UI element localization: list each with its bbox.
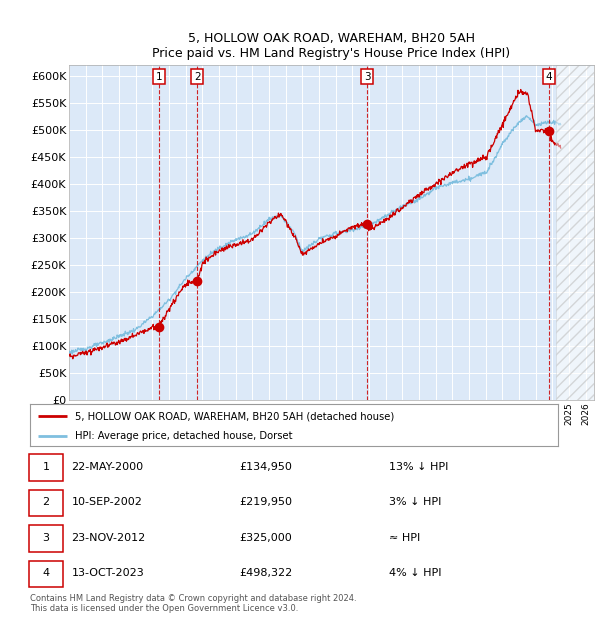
Text: 13% ↓ HPI: 13% ↓ HPI <box>389 462 448 472</box>
Text: Contains HM Land Registry data © Crown copyright and database right 2024.
This d: Contains HM Land Registry data © Crown c… <box>30 594 356 613</box>
Text: £325,000: £325,000 <box>240 533 293 542</box>
Text: ≈ HPI: ≈ HPI <box>389 533 420 542</box>
Text: 3% ↓ HPI: 3% ↓ HPI <box>389 497 441 507</box>
Text: £498,322: £498,322 <box>240 568 293 578</box>
Text: 23-NOV-2012: 23-NOV-2012 <box>71 533 146 542</box>
Text: 4: 4 <box>545 72 552 82</box>
Title: 5, HOLLOW OAK ROAD, WAREHAM, BH20 5AH
Price paid vs. HM Land Registry's House Pr: 5, HOLLOW OAK ROAD, WAREHAM, BH20 5AH Pr… <box>152 32 511 60</box>
FancyBboxPatch shape <box>29 560 63 587</box>
Text: 4: 4 <box>43 568 50 578</box>
Text: £134,950: £134,950 <box>240 462 293 472</box>
Text: £219,950: £219,950 <box>240 497 293 507</box>
Text: 10-SEP-2002: 10-SEP-2002 <box>71 497 142 507</box>
Text: 4% ↓ HPI: 4% ↓ HPI <box>389 568 442 578</box>
Text: 1: 1 <box>43 462 50 472</box>
FancyBboxPatch shape <box>29 525 63 552</box>
Bar <box>556 65 594 400</box>
Text: 2: 2 <box>43 497 50 507</box>
Text: 5, HOLLOW OAK ROAD, WAREHAM, BH20 5AH (detached house): 5, HOLLOW OAK ROAD, WAREHAM, BH20 5AH (d… <box>75 411 394 421</box>
Text: 3: 3 <box>364 72 371 82</box>
Text: 22-MAY-2000: 22-MAY-2000 <box>71 462 143 472</box>
Text: 1: 1 <box>155 72 162 82</box>
Text: HPI: Average price, detached house, Dorset: HPI: Average price, detached house, Dors… <box>75 431 292 441</box>
FancyBboxPatch shape <box>29 490 63 516</box>
Text: 2: 2 <box>194 72 200 82</box>
Text: 13-OCT-2023: 13-OCT-2023 <box>71 568 144 578</box>
Text: 3: 3 <box>43 533 50 542</box>
FancyBboxPatch shape <box>29 454 63 481</box>
